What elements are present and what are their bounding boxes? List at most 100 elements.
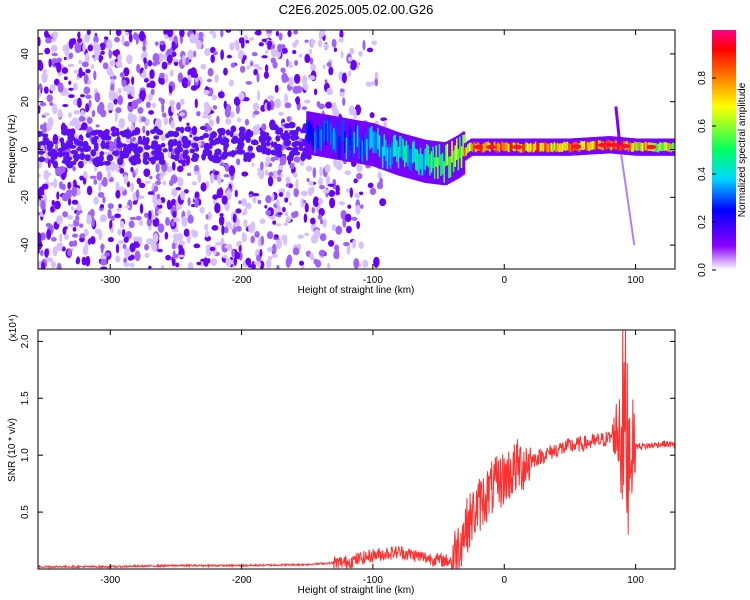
noise-speck (243, 208, 248, 215)
noise-speck (233, 96, 241, 106)
noise-speck (347, 204, 352, 209)
noise-speck (62, 211, 69, 218)
noise-speck (288, 76, 294, 87)
snr-panel: -300 -200 -100 0 100 0.5 1.0 1.5 2.0 (x10⁴) Hei… (7, 314, 676, 596)
noise-speck (280, 67, 286, 73)
noise-speck (264, 204, 268, 209)
ridge-cell (660, 142, 664, 152)
noise-speck (247, 145, 254, 152)
ridge-cell (589, 141, 593, 151)
noise-speck (183, 189, 189, 194)
noise-speck (274, 98, 282, 109)
ridge-cell (500, 141, 504, 151)
noise-speck (61, 67, 69, 74)
noise-speck (261, 55, 268, 59)
ridge-peak (646, 144, 657, 150)
noise-speck (298, 260, 305, 266)
x-tick-label: 100 (627, 575, 644, 586)
noise-speck (225, 118, 232, 125)
noise-speck (109, 59, 116, 67)
noise-speck (201, 114, 209, 119)
noise-speck (266, 231, 274, 240)
ridge-cell (418, 153, 422, 176)
noise-speck (292, 172, 298, 178)
noise-speck (115, 255, 121, 263)
noise-speck (298, 53, 303, 58)
noise-speck (121, 229, 126, 238)
noise-speck (298, 143, 304, 152)
ridge-cell (496, 142, 500, 152)
x-tick-label: -200 (232, 575, 252, 586)
noise-speck (114, 36, 120, 43)
noise-speck (136, 63, 141, 73)
noise-speck (277, 212, 283, 216)
ridge-cell (657, 143, 661, 153)
noise-speck (38, 232, 42, 243)
ridge-cell (391, 142, 395, 165)
noise-speck (282, 47, 288, 54)
noise-speck (184, 139, 192, 147)
noise-speck (92, 54, 96, 59)
noise-speck (139, 203, 144, 214)
noise-speck (144, 252, 150, 258)
noise-speck (379, 177, 383, 185)
ridge-peak (472, 144, 483, 150)
ridge-cell (542, 143, 546, 152)
noise-speck (119, 167, 125, 174)
noise-speck (252, 102, 260, 111)
noise-speck (187, 262, 194, 269)
noise-speck (80, 122, 88, 131)
ridge-cell (326, 120, 330, 143)
noise-speck (126, 181, 131, 188)
ridge-cell (396, 140, 400, 162)
ridge-cell (659, 142, 663, 151)
ridge-cell (353, 131, 357, 154)
noise-speck (66, 131, 75, 138)
noise-speck (276, 152, 283, 158)
noise-speck (234, 39, 240, 47)
noise-speck (123, 67, 130, 77)
noise-speck (284, 212, 289, 217)
noise-speck (177, 159, 183, 164)
ridge-cell (440, 154, 444, 176)
x-tick-label: -200 (232, 275, 252, 286)
noise-speck (278, 32, 283, 41)
noise-speck (221, 225, 225, 236)
noise-speck (325, 175, 331, 187)
noise-speck (44, 47, 51, 55)
noise-speck (349, 47, 355, 55)
noise-speck (173, 217, 180, 223)
noise-speck (85, 155, 91, 162)
ridge-cell (342, 119, 346, 142)
noise-speck (243, 219, 248, 228)
noise-speck (236, 117, 242, 123)
noise-speck (171, 161, 176, 171)
spectrogram-y-ticks: -40 -20 0 20 40 (20, 48, 675, 252)
noise-speck (187, 214, 194, 224)
noise-speck (369, 112, 375, 119)
noise-speck (288, 61, 292, 69)
ridge-cell (569, 143, 573, 153)
noise-speck (57, 108, 63, 119)
noise-speck (174, 147, 181, 156)
noise-speck (304, 232, 310, 237)
noise-speck (277, 164, 284, 171)
ridge-cell (350, 129, 354, 151)
x-tick-label: 0 (501, 275, 507, 286)
noise-speck (114, 213, 122, 219)
noise-speck (186, 122, 190, 126)
noise-speck (168, 179, 174, 187)
ridge-cell (665, 142, 669, 151)
noise-speck (209, 173, 215, 184)
noise-speck (172, 233, 180, 240)
noise-speck (115, 107, 122, 114)
noise-speck (251, 51, 258, 57)
noise-speck (266, 30, 272, 34)
noise-speck (252, 193, 260, 197)
noise-speck (64, 233, 69, 240)
noise-speck (152, 217, 160, 228)
ridge-cell (416, 149, 420, 172)
noise-speck (245, 40, 250, 44)
ridge-cell (471, 143, 475, 153)
ridge-cell (429, 154, 433, 176)
